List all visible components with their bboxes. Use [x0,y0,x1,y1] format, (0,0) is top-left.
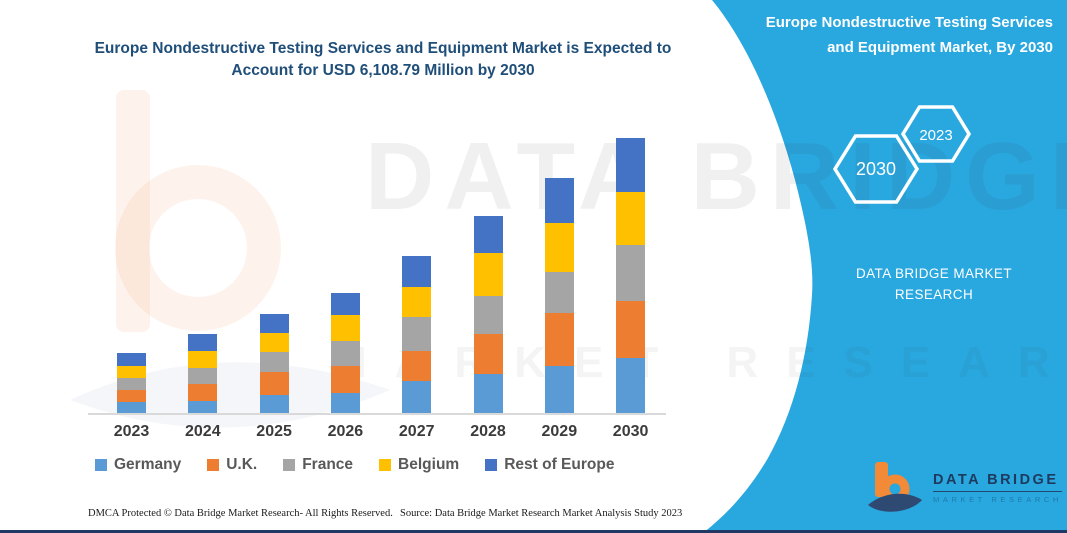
hexagon-2030 [832,134,920,204]
bar-segment-france-2030 [616,244,646,302]
legend-label: Rest of Europe [504,456,615,473]
x-axis-label-2024: 2024 [185,423,221,440]
bar-segment-u-k--2025 [259,371,289,395]
legend-label: Belgium [398,456,460,473]
bar-segment-germany-2027 [402,380,432,413]
brand-tagline-line2: RESEARCH [894,287,974,302]
chart-title: Europe Nondestructive Testing Services a… [94,40,672,79]
brand-tagline-line1: DATA BRIDGE MARKET [856,266,1012,281]
hexagon-2023-label: 2023 [919,127,952,144]
x-axis-label-2025: 2025 [256,423,292,440]
bar-segment-u-k--2027 [402,351,432,381]
bar-segment-belgium-2024 [188,351,218,368]
bar-segment-rest-of-europe-2027 [402,255,432,287]
side-panel-title: Europe Nondestructive Testing Services a… [765,14,1053,56]
bottom-border [0,530,1067,533]
x-axis-label-2027: 2027 [398,423,435,440]
logo-name: DATA BRIDGE [933,472,1062,492]
databridge-logo: DATA BRIDGE MARKET RESEARCH [866,460,1062,516]
x-axis-label-2026: 2026 [327,423,364,440]
bar-segment-france-2025 [259,351,289,372]
dmca-notice: DMCA Protected © Data Bridge Market Rese… [88,508,393,519]
bar-segment-france-2029 [544,272,574,314]
bar-segment-belgium-2027 [402,286,432,317]
bar-segment-belgium-2030 [616,191,646,245]
bar-segment-u-k--2030 [616,301,646,359]
bar-segment-france-2028 [473,295,503,335]
bar-segment-belgium-2028 [473,253,503,296]
logo-subtitle: MARKET RESEARCH [933,495,1062,504]
x-axis-label-2023: 2023 [113,423,150,440]
legend-item-u-k-: U.K. [207,456,257,474]
bar-segment-belgium-2029 [544,223,574,273]
legend-swatch-icon [485,459,498,471]
logo-watermark [70,90,390,428]
bar-segment-rest-of-europe-2029 [544,177,574,224]
legend-label: U.K. [226,456,258,473]
bar-segment-u-k--2023 [117,390,146,402]
bar-segment-germany-2029 [544,366,574,413]
watermark-marketresearch: MARKET RESEARCH [330,338,1067,387]
bar-segment-rest-of-europe-2024 [188,333,218,352]
chart-legend: Germany U.K. France Belgium Rest of Europe [95,456,614,474]
bar-segment-germany-2025 [259,394,289,413]
bar-segment-belgium-2025 [259,333,289,352]
legend-item-rest-of-europe: Rest of Europe [485,456,614,474]
bar-segment-rest-of-europe-2023 [117,353,146,367]
bar-segment-rest-of-europe-2025 [259,313,289,334]
bar-segment-belgium-2023 [117,366,146,379]
bar-segment-u-k--2024 [188,383,218,402]
bar-segment-germany-2024 [188,401,218,413]
hexagon-2030-label: 2030 [856,159,896,179]
bar-segment-rest-of-europe-2026 [330,293,360,315]
x-axis-label-2028: 2028 [470,423,506,440]
bar-segment-france-2027 [402,316,432,352]
legend-swatch-icon [95,459,107,471]
bar-segment-u-k--2028 [473,334,503,375]
hexagon-2023 [900,105,972,163]
bar-segment-rest-of-europe-2028 [473,216,503,254]
legend-label: Germany [114,456,182,473]
source-note: Source: Data Bridge Market Research Mark… [400,508,683,519]
databridge-logo-text: DATA BRIDGE MARKET RESEARCH [933,472,1062,504]
brand-tagline: DATA BRIDGE MARKET RESEARCH [805,263,1063,305]
legend-swatch-icon [379,459,392,471]
bar-segment-u-k--2029 [544,313,574,367]
bar-segment-germany-2028 [473,374,503,413]
bar-segment-germany-2030 [616,358,646,413]
x-axis-line [88,413,666,415]
bar-segment-germany-2026 [330,393,360,413]
bar-segment-belgium-2026 [330,314,360,342]
legend-item-germany: Germany [95,456,181,474]
legend-item-france: France [283,456,353,474]
legend-swatch-icon [283,459,296,471]
bar-segment-germany-2023 [117,401,146,413]
bar-segment-france-2024 [188,367,218,384]
watermark-databridge: DATA BRIDGE [365,123,1067,230]
legend-swatch-icon [207,459,220,471]
legend-item-belgium: Belgium [379,456,459,474]
x-axis-label-2029: 2029 [541,423,578,440]
bar-segment-france-2026 [330,341,360,367]
databridge-logo-icon [868,462,922,512]
bar-segment-u-k--2026 [330,366,360,394]
stacked-bar-chart: 2023 2024 2025 2026 2027 2028 2029 2030 [90,120,670,440]
bar-segment-rest-of-europe-2030 [616,137,646,192]
bar-segment-france-2023 [117,378,146,391]
hexagon-badges: 2030 2023 [832,105,972,204]
legend-label: France [302,456,354,473]
x-axis-label-2030: 2030 [612,423,649,440]
